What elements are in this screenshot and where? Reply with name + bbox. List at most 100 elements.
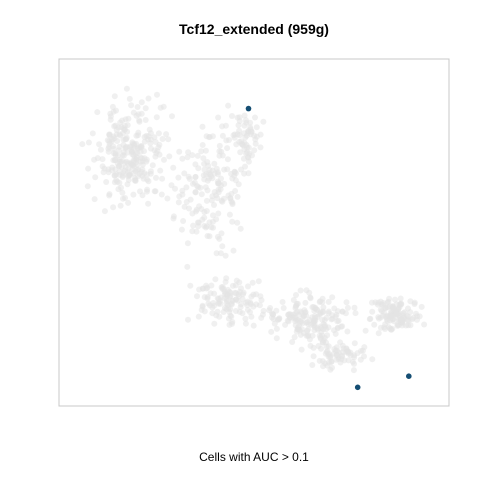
- background-cell-point: [294, 317, 301, 323]
- background-cell-point: [234, 219, 241, 226]
- background-cell-point: [318, 329, 325, 335]
- background-cell-point: [289, 339, 296, 345]
- background-cell-point: [201, 166, 208, 173]
- highlighted-cell-point-2: [354, 384, 361, 391]
- background-cell-point: [241, 146, 248, 153]
- background-cell-point: [130, 109, 137, 116]
- background-cell-point: [211, 302, 218, 309]
- background-cell-point: [189, 210, 196, 217]
- background-cell-point: [84, 183, 91, 190]
- background-cell-point: [159, 175, 166, 182]
- background-cell-point: [308, 321, 315, 328]
- background-cell-point: [135, 111, 142, 118]
- background-cell-point: [228, 190, 235, 197]
- background-cell-point: [224, 298, 231, 305]
- background-cell-point: [134, 167, 141, 174]
- background-cell-point: [110, 150, 117, 157]
- background-cell-point: [191, 179, 198, 186]
- background-cell-point: [318, 345, 324, 352]
- background-cell-point: [383, 314, 390, 321]
- background-cell-point: [85, 139, 92, 146]
- background-cell-point: [120, 195, 126, 202]
- background-cell-point: [252, 140, 259, 147]
- background-cell-point: [293, 328, 300, 335]
- background-cell-point: [163, 131, 170, 138]
- background-cell-point: [222, 278, 229, 285]
- background-cell-point: [111, 172, 118, 179]
- background-cell-point: [245, 283, 251, 290]
- background-cell-point: [186, 205, 192, 212]
- background-cell-point: [247, 309, 253, 316]
- background-cell-point: [207, 290, 214, 297]
- background-cell-point: [398, 318, 405, 325]
- background-cell-point: [184, 240, 191, 247]
- background-cell-point: [362, 327, 369, 334]
- background-cell-point: [187, 196, 194, 203]
- background-cell-point: [270, 311, 277, 318]
- background-cell-point: [128, 146, 135, 153]
- background-cell-point: [122, 159, 129, 166]
- background-cell-point: [172, 185, 178, 192]
- background-cell-point: [142, 117, 149, 123]
- chart-title: Tcf12_extended (959g): [179, 21, 329, 37]
- background-cell-point: [297, 287, 304, 294]
- background-cell-point: [290, 297, 297, 303]
- background-cell-point: [154, 91, 160, 98]
- background-cell-point: [170, 164, 177, 171]
- background-cell-point: [221, 166, 228, 173]
- background-cell-point: [405, 322, 412, 329]
- background-cell-point: [110, 204, 117, 211]
- background-cell-point: [229, 218, 236, 225]
- background-cell-point: [219, 123, 226, 130]
- background-cell-point: [91, 196, 98, 203]
- background-cell-point: [158, 191, 165, 198]
- background-cell-point: [225, 102, 232, 109]
- background-cell-point: [199, 302, 206, 309]
- background-cell-point: [126, 95, 133, 102]
- background-cell-point: [352, 310, 359, 317]
- background-cell-point: [302, 299, 309, 306]
- background-cell-point: [138, 99, 145, 106]
- background-cell-point: [229, 201, 236, 208]
- background-cell-point: [219, 132, 226, 139]
- background-cell-point: [123, 85, 130, 92]
- background-cell-point: [234, 131, 241, 138]
- background-cell-point: [178, 226, 185, 233]
- background-cell-point: [314, 325, 321, 332]
- background-cell-point: [190, 222, 197, 229]
- background-cell-point: [418, 303, 425, 310]
- background-cell-point: [203, 197, 210, 204]
- background-cell-point: [101, 165, 108, 172]
- background-cell-point: [147, 140, 154, 147]
- background-cell-point: [292, 303, 299, 310]
- background-cell-point: [166, 153, 173, 160]
- background-cell-point: [144, 176, 151, 183]
- background-cell-point: [252, 114, 258, 121]
- background-cell-point: [180, 218, 187, 224]
- background-cell-point: [109, 167, 115, 174]
- background-cell-point: [200, 155, 207, 162]
- background-cell-point: [214, 308, 221, 315]
- background-cell-point: [369, 308, 376, 315]
- background-cell-point: [145, 95, 152, 102]
- background-cell-point: [157, 167, 164, 174]
- background-cell-point: [110, 143, 116, 150]
- background-cell-point: [105, 148, 112, 155]
- background-cell-point: [119, 174, 126, 180]
- background-cell-point: [201, 176, 208, 183]
- background-cell-point: [334, 318, 341, 325]
- background-cell-point: [273, 335, 280, 342]
- background-cell-point: [125, 172, 132, 179]
- background-cell-point: [216, 142, 223, 149]
- background-cell-point: [209, 193, 216, 200]
- background-cell-point: [229, 282, 236, 289]
- background-cell-point: [181, 170, 188, 177]
- background-cell-point: [218, 230, 225, 237]
- background-cell-point: [292, 322, 299, 329]
- background-cell-point: [244, 298, 251, 305]
- background-cell-point: [394, 306, 401, 313]
- background-cell-point: [107, 113, 114, 120]
- highlighted-points: [245, 105, 412, 391]
- background-cell-point: [350, 367, 357, 374]
